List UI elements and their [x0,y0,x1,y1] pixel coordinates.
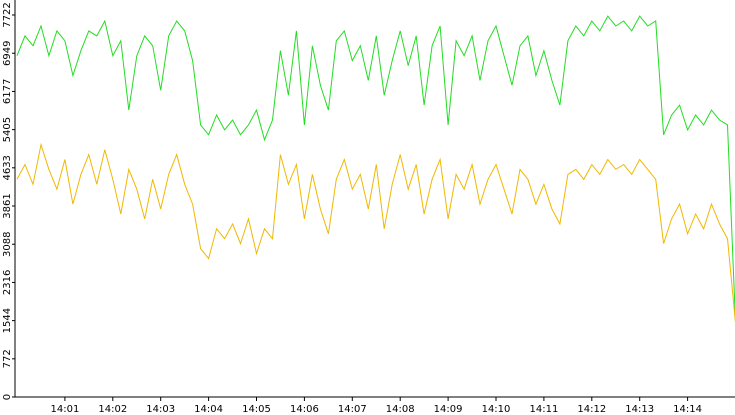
x-tick-label: 14:05 [242,404,271,415]
x-tick-label: 14:12 [577,404,606,415]
y-tick-label: 772 [2,349,13,368]
series-line [16,142,735,323]
y-tick-label: 4633 [2,155,13,180]
y-tick-label: 7722 [2,2,13,27]
x-tick-label: 14:10 [482,404,511,415]
y-tick-label: 6949 [2,41,13,66]
x-tick-label: 14:03 [146,404,175,415]
y-tick-label: 1544 [2,308,13,333]
x-tick-label: 14:14 [673,404,702,415]
y-tick-label: 0 [2,394,13,400]
x-tick-label: 14:02 [98,404,127,415]
x-tick-label: 14:09 [434,404,463,415]
y-tick-label: 5405 [2,117,13,142]
x-tick-label: 14:07 [338,404,367,415]
series-line [16,15,735,323]
x-tick-label: 14:04 [194,404,223,415]
y-tick-label: 6177 [2,79,13,104]
x-tick-label: 14:13 [625,404,654,415]
x-tick-label: 14:06 [290,404,319,415]
x-tick-label: 14:08 [386,404,415,415]
y-tick-label: 3088 [2,232,13,257]
x-tick-label: 14:01 [50,404,79,415]
x-tick-label: 14:11 [529,404,558,415]
y-tick-label: 3861 [2,193,13,218]
y-tick-label: 2316 [2,270,13,295]
